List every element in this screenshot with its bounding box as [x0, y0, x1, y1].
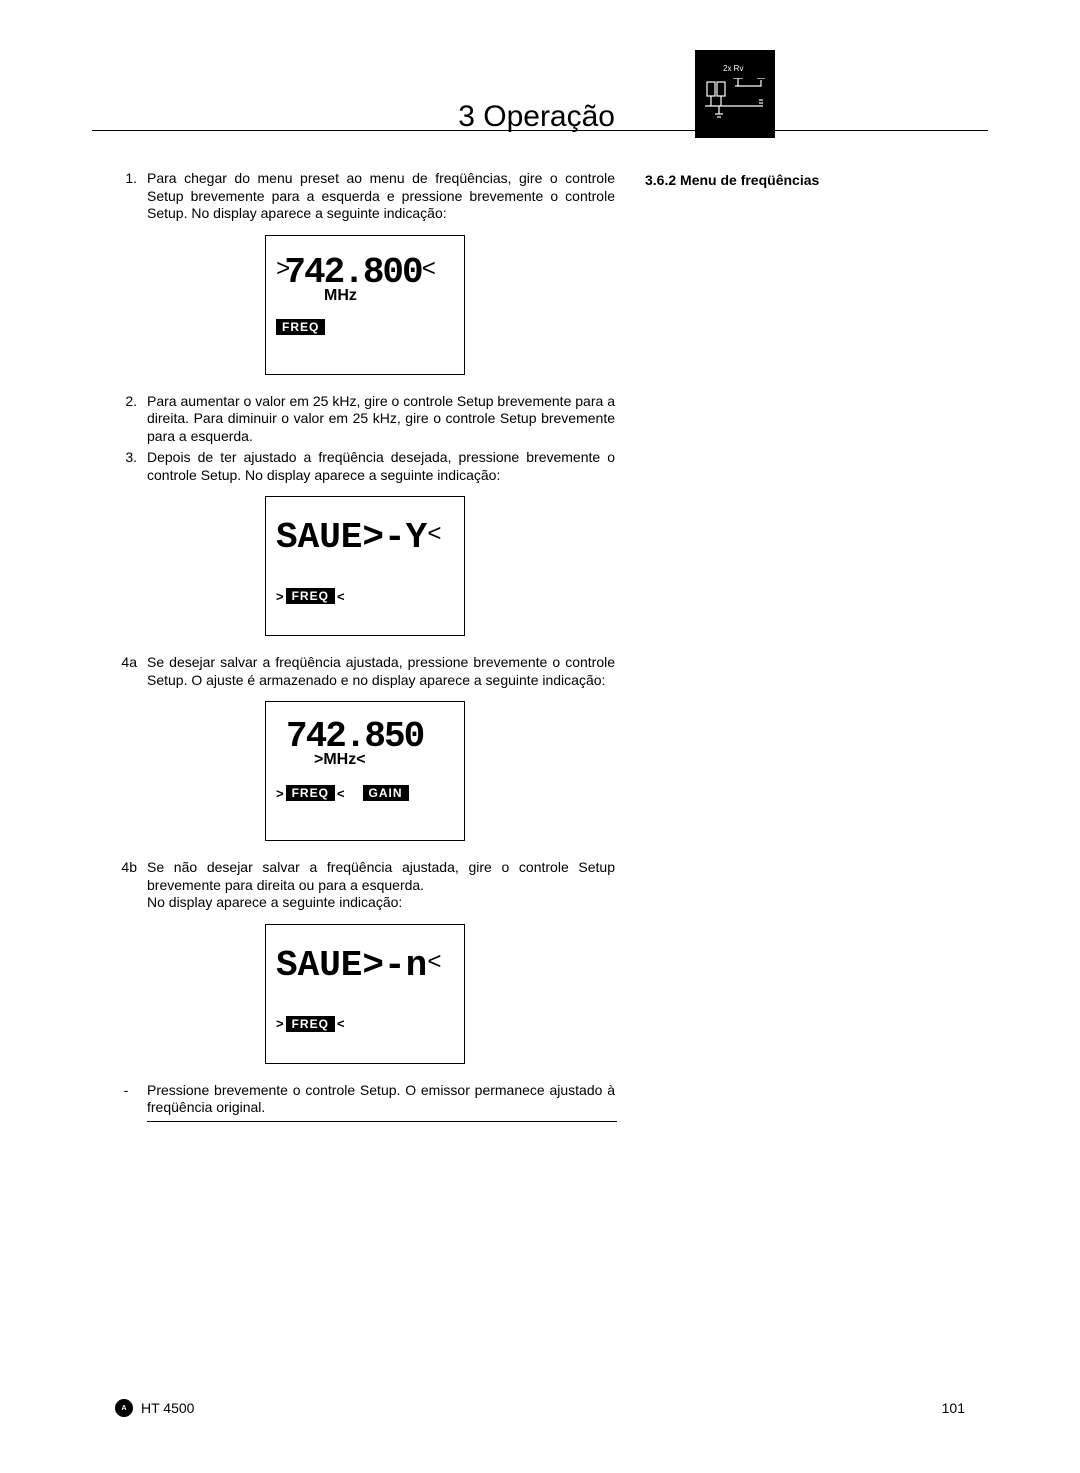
badge-arrow-right: <: [337, 1016, 345, 1031]
step-number: -: [115, 1082, 137, 1117]
step-number: 3.: [115, 449, 137, 484]
step-4a: 4a Se desejar salvar a freqüência ajusta…: [115, 654, 615, 689]
step-4b: 4b Se não desejar salvar a freqüência aj…: [115, 859, 615, 912]
gain-badge: GAIN: [363, 785, 409, 801]
step-number: 2.: [115, 393, 137, 446]
step-number: 4b: [115, 859, 137, 912]
lcd-text: SAUE>-Y: [276, 517, 427, 558]
side-column: 3.6.2 Menu de freqüências: [645, 170, 945, 1122]
step-1: 1. Para chegar do menu preset ao menu de…: [115, 170, 615, 223]
model-label: HT 4500: [141, 1400, 194, 1416]
step-text: Se desejar salvar a freqüência ajustada,…: [147, 654, 615, 689]
page-number: 101: [942, 1400, 965, 1416]
step-text: Se não desejar salvar a freqüência ajust…: [147, 859, 615, 912]
step-text: Para aumentar o valor em 25 kHz, gire o …: [147, 393, 615, 446]
right-arrow: <: [427, 522, 435, 549]
brand-logo-icon: A: [115, 1399, 133, 1417]
lcd-display-3: 742.850 >MHz< > FREQ < GAIN: [265, 701, 465, 841]
header-rule-right: [800, 130, 988, 131]
step-dash: - Pressione brevemente o controle Setup.…: [115, 1082, 615, 1117]
freq-badge: FREQ: [276, 319, 325, 335]
badge-arrow-left: >: [276, 589, 284, 604]
lcd-display-1: >742.800< MHz FREQ: [265, 235, 465, 375]
subsection-heading: 3.6.2 Menu de freqüências: [645, 172, 945, 188]
step-number: 1.: [115, 170, 137, 223]
right-arrow: <: [427, 950, 435, 977]
step-2: 2. Para aumentar o valor em 25 kHz, gire…: [115, 393, 615, 446]
badge-arrow-left: >: [276, 1016, 284, 1031]
step-number: 4a: [115, 654, 137, 689]
lcd-text: SAUE>-n: [276, 945, 427, 986]
badge-arrow-left: >: [276, 786, 284, 801]
lcd-display-4: SAUE>-n< > FREQ <: [265, 924, 465, 1064]
freq-badge: FREQ: [286, 1016, 335, 1032]
step-3: 3. Depois de ter ajustado a freqüência d…: [115, 449, 615, 484]
freq-badge: FREQ: [286, 588, 335, 604]
badge-arrow-right: <: [337, 786, 345, 801]
header-icon-label: 2x Rv: [723, 64, 743, 73]
header-diagram-icon: 2x Rv: [695, 50, 775, 138]
lcd-display-2: SAUE>-Y< > FREQ <: [265, 496, 465, 636]
page-footer: A HT 4500 101: [115, 1399, 965, 1417]
content-end-rule: [147, 1121, 617, 1122]
badge-arrow-right: <: [337, 589, 345, 604]
right-arrow: <: [422, 257, 430, 284]
page-header: 3 Operação: [115, 50, 965, 140]
freq-badge: FREQ: [286, 785, 335, 801]
main-column: 1. Para chegar do menu preset ao menu de…: [115, 170, 615, 1122]
step-text: Para chegar do menu preset ao menu de fr…: [147, 170, 615, 223]
step-text: Pressione brevemente o controle Setup. O…: [147, 1082, 615, 1117]
section-title: 3 Operação: [458, 100, 615, 134]
step-text: Depois de ter ajustado a freqüência dese…: [147, 449, 615, 484]
